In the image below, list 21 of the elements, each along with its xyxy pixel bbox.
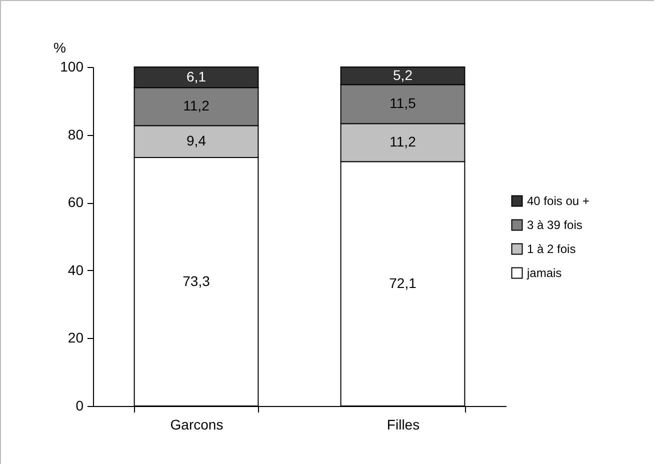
legend-label: 1 à 2 fois <box>527 242 576 256</box>
x-tick-label: Filles <box>386 416 420 432</box>
data-label: 6,1 <box>186 68 206 84</box>
y-tick-label: 0 <box>76 398 84 414</box>
data-label: 11,2 <box>183 98 210 114</box>
y-axis-title: % <box>54 40 66 56</box>
legend-label: 3 à 39 fois <box>527 218 582 232</box>
legend-label: jamais <box>526 266 562 280</box>
data-label: 11,5 <box>390 95 416 112</box>
legend-label: 40 fois ou + <box>527 194 590 208</box>
y-tick-label: 20 <box>68 330 84 346</box>
data-label: 73,3 <box>182 272 210 289</box>
y-tick-label: 100 <box>60 58 84 74</box>
data-label: 5,2 <box>393 66 413 83</box>
data-label: 72,1 <box>389 274 417 291</box>
y-tick-label: 40 <box>68 262 84 278</box>
x-tick-label: Garcons <box>170 416 224 432</box>
y-tick-label: 80 <box>68 126 84 142</box>
data-label: 9,4 <box>186 132 206 149</box>
y-tick-label: 60 <box>68 194 84 210</box>
data-label: 11,2 <box>390 134 416 150</box>
